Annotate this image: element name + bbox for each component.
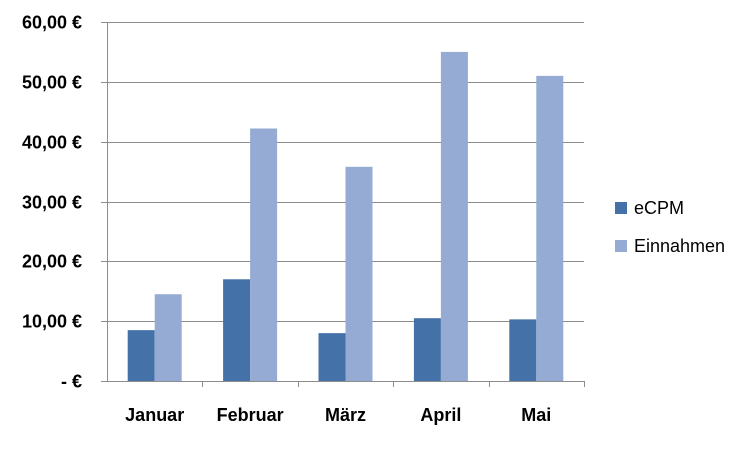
x-axis-category-labels: Januar Februar März April Mai	[125, 405, 551, 425]
x-category-label: März	[325, 405, 366, 425]
x-category-label: Mai	[521, 405, 551, 425]
y-tick-label: 20,00 €	[22, 252, 82, 272]
y-tick-label: 30,00 €	[22, 193, 82, 213]
bar-ecpm-märz	[318, 333, 346, 381]
bar-einnahmen-mai	[536, 75, 564, 381]
bar-ecpm-februar	[223, 279, 251, 381]
bars	[127, 51, 564, 382]
y-axis-tick-labels: - € 10,00 € 20,00 € 30,00 € 40,00 € 50,00 € 60…	[22, 13, 82, 392]
y-tick-label: 40,00 €	[22, 133, 82, 153]
legend: eCPM Einnahmen	[615, 198, 725, 256]
x-category-label: April	[420, 405, 461, 425]
y-tick-label: - €	[61, 372, 82, 392]
x-category-label: Februar	[217, 405, 284, 425]
legend-swatch-einnahmen	[615, 240, 627, 252]
bar-einnahmen-april	[440, 51, 468, 382]
bar-einnahmen-januar	[154, 294, 182, 381]
y-tick-label: 60,00 €	[22, 13, 82, 33]
x-category-label: Januar	[125, 405, 184, 425]
axes	[107, 22, 585, 387]
bar-ecpm-april	[413, 318, 441, 381]
legend-swatch-ecpm	[615, 202, 627, 214]
bar-einnahmen-februar	[250, 128, 278, 381]
y-tick-label: 50,00 €	[22, 73, 82, 93]
legend-label-ecpm: eCPM	[634, 198, 684, 218]
bar-einnahmen-märz	[345, 166, 373, 381]
bar-ecpm-mai	[509, 319, 537, 381]
y-tick-label: 10,00 €	[22, 312, 82, 332]
legend-label-einnahmen: Einnahmen	[634, 236, 725, 256]
bar-ecpm-januar	[127, 330, 155, 381]
